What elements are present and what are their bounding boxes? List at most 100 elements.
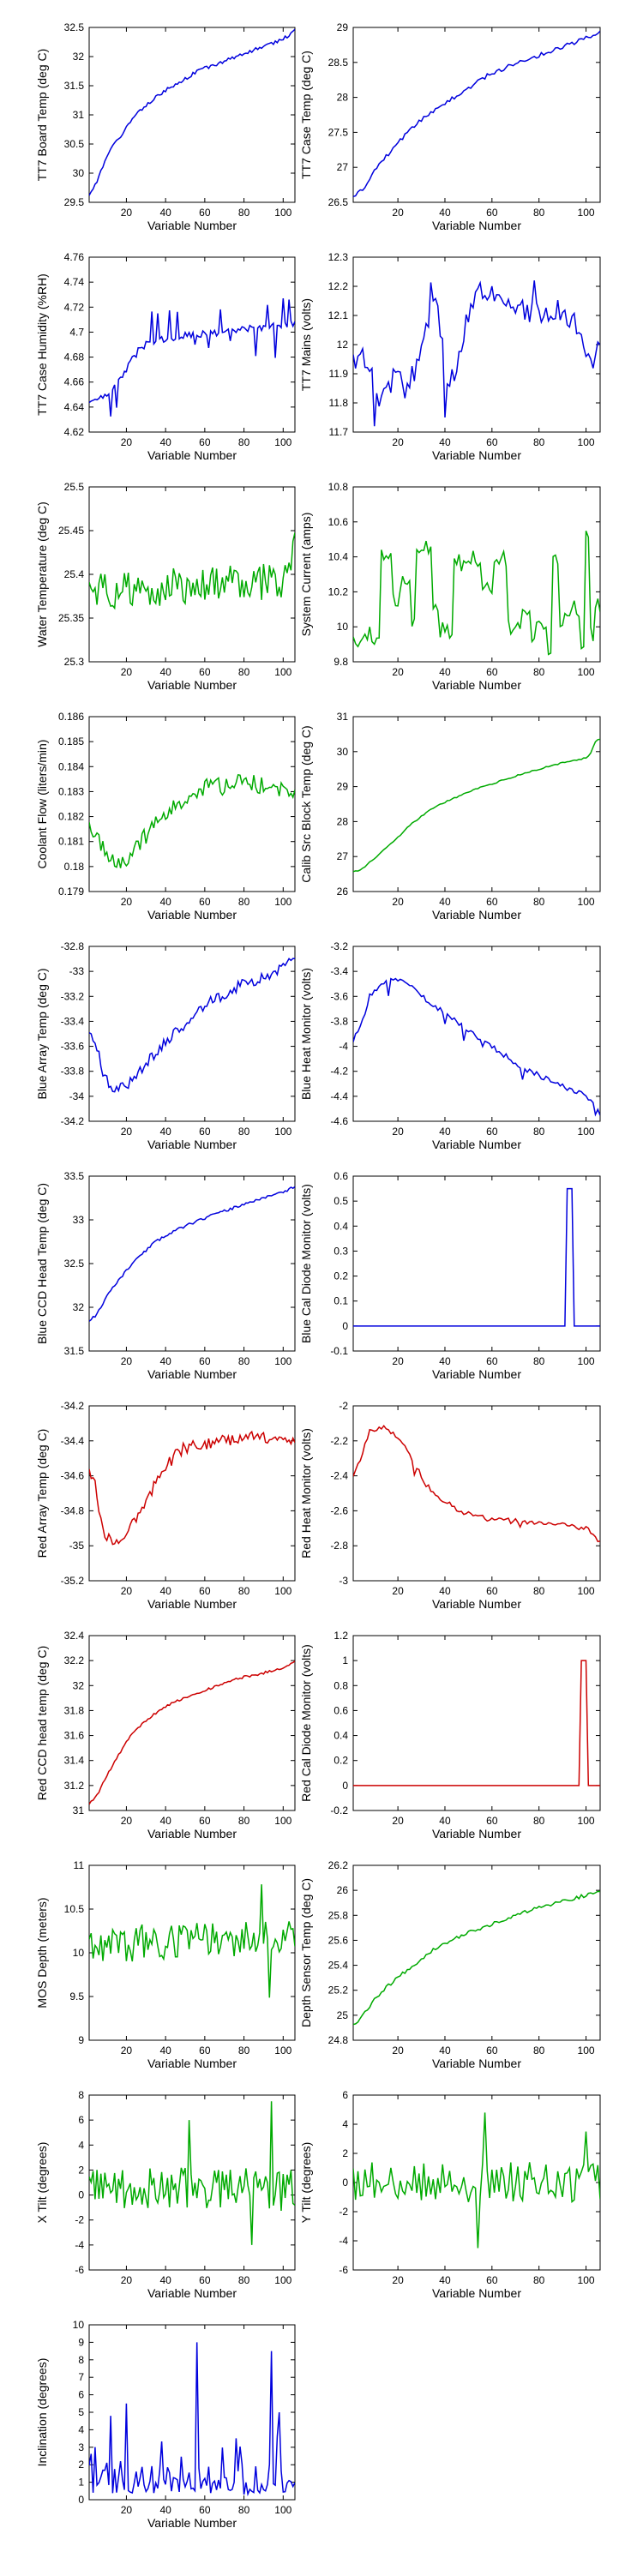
x-tick-label: 40 [159, 436, 171, 448]
y-tick-label: 0.184 [58, 760, 84, 772]
series-line [89, 1884, 295, 1998]
y-tick-label: -35 [69, 1540, 85, 1552]
x-tick-label: 80 [238, 1585, 250, 1597]
y-tick-label: 0.6 [334, 1170, 348, 1182]
x-tick-label: 40 [439, 1355, 451, 1367]
x-tick-label: 60 [486, 1126, 498, 1138]
x-tick-label: 20 [392, 666, 404, 678]
y-tick-label: -2.6 [330, 1504, 348, 1516]
y-tick-label: 33.5 [64, 1170, 85, 1182]
y-tick-label: -0.1 [330, 1345, 348, 1357]
y-tick-label: 31.4 [64, 1755, 85, 1767]
plot-frame [88, 2324, 296, 2501]
y-tick-label: 4 [78, 2423, 84, 2435]
x-tick-label: 100 [274, 1815, 291, 1827]
series-line [353, 1187, 600, 1327]
y-tick-label: 0.3 [334, 1245, 348, 1257]
y-tick-label: -33 [69, 965, 85, 977]
subplot-16: -0.2 0 0.2 0.4 0.6 0.8 1 1.2 20 40 60 80 100 Variable… [299, 1630, 601, 1840]
x-tick-label: 80 [533, 2274, 545, 2286]
y-tick-label: 0 [78, 2189, 84, 2201]
y-axis-label: Calib Src Block Temp (deg C) [299, 725, 313, 882]
y-tick-label: 0.8 [334, 1679, 348, 1691]
subplot-18: 24.8 25 25.2 25.4 25.6 25.8 26 26.2 20 40 60 80 100 V… [299, 1859, 601, 2070]
plot-frame [88, 1635, 296, 1811]
y-tick-label: 10 [73, 1947, 85, 1959]
plot-frame [352, 486, 601, 663]
y-tick-label: -3.6 [330, 990, 348, 1002]
y-tick-label: 11.9 [329, 368, 349, 380]
x-tick-label: 100 [274, 1126, 291, 1138]
y-tick-label: -4.4 [330, 1090, 348, 1102]
y-tick-label: 26.5 [328, 196, 349, 208]
x-axis-label: Variable Number [147, 1597, 237, 1611]
y-tick-label: 4 [78, 2139, 84, 2151]
series-line [353, 977, 600, 1117]
y-tick-label: -3.2 [330, 940, 348, 952]
y-tick-label: 30.5 [64, 138, 85, 150]
y-tick-label: 9 [78, 2034, 84, 2046]
x-tick-label: 20 [392, 1585, 404, 1597]
subplot-17: 9 9.5 10 10.5 11 20 40 60 80 100 Variable Number MO… [35, 1859, 296, 2070]
y-tick-label: -34.4 [61, 1435, 85, 1447]
y-tick-label: -0.2 [330, 1804, 348, 1816]
plot-frame [352, 27, 601, 203]
y-tick-label: -4.2 [330, 1066, 348, 1078]
x-tick-label: 80 [238, 2274, 250, 2286]
y-tick-label: -34 [69, 1090, 85, 1102]
x-tick-label: 100 [274, 666, 291, 678]
y-tick-label: 10.5 [64, 1903, 85, 1915]
x-tick-label: 100 [274, 896, 291, 908]
y-tick-label: 4.72 [64, 301, 85, 313]
plot-frame [88, 256, 296, 433]
y-tick-label: 0.2 [334, 1755, 348, 1767]
x-axis-label: Variable Number [147, 908, 237, 922]
y-axis-label: Inclination (degrees) [35, 2358, 49, 2467]
y-tick-label: 1 [78, 2477, 84, 2489]
y-tick-label: 4.64 [64, 401, 85, 413]
y-tick-label: 28.5 [328, 57, 349, 69]
plot-frame [352, 716, 601, 892]
y-tick-label: -33.4 [61, 1015, 85, 1027]
plot-frame [88, 946, 296, 1122]
series-line [89, 958, 295, 1093]
y-tick-label: 32 [73, 1679, 85, 1691]
y-axis-label: Blue CCD Head Temp (deg C) [35, 1183, 49, 1344]
series-line [353, 531, 600, 656]
x-tick-label: 60 [486, 1815, 498, 1827]
y-axis-label: Water Temperature (deg C) [35, 501, 49, 647]
y-axis-label: TT7 Case Temp (deg C) [299, 51, 313, 179]
y-tick-label: -3.4 [330, 965, 348, 977]
y-tick-label: 4.66 [64, 376, 85, 388]
series-line [353, 1424, 600, 1543]
x-tick-label: 80 [238, 896, 250, 908]
y-tick-label: 25.6 [328, 1934, 349, 1946]
y-tick-label: 25.8 [328, 1909, 349, 1921]
series-line [89, 532, 295, 610]
x-axis-label: Variable Number [432, 219, 521, 232]
y-tick-label: 25 [337, 2009, 349, 2021]
x-tick-label: 80 [238, 1355, 250, 1367]
x-tick-label: 100 [578, 1355, 595, 1367]
y-axis-label: Red Array Temp (deg C) [35, 1429, 49, 1558]
y-tick-label: 4.7 [69, 326, 84, 338]
x-tick-label: 80 [238, 1815, 250, 1827]
y-tick-label: 9 [78, 2336, 84, 2348]
subplot-20: -6 -4 -2 0 2 4 6 20 40 60 80 100 Variable Number Y Ti… [299, 2089, 601, 2300]
y-tick-label: 0.6 [334, 1704, 348, 1716]
y-tick-label: 24.8 [328, 2034, 349, 2046]
y-tick-label: 25.5 [64, 481, 85, 493]
y-axis-label: MOS Depth (meters) [35, 1897, 49, 2008]
x-tick-label: 40 [159, 2045, 171, 2057]
x-axis-label: Variable Number [147, 219, 237, 232]
x-axis-label: Variable Number [147, 2286, 237, 2300]
x-tick-label: 40 [159, 896, 171, 908]
x-axis-label: Variable Number [147, 2057, 237, 2070]
y-tick-label: 32.2 [64, 1654, 85, 1666]
y-tick-label: 28 [337, 92, 349, 104]
y-tick-label: -2 [339, 1400, 348, 1412]
x-tick-label: 20 [392, 1355, 404, 1367]
x-tick-label: 80 [238, 2045, 250, 2057]
y-tick-label: 31.5 [64, 80, 85, 92]
